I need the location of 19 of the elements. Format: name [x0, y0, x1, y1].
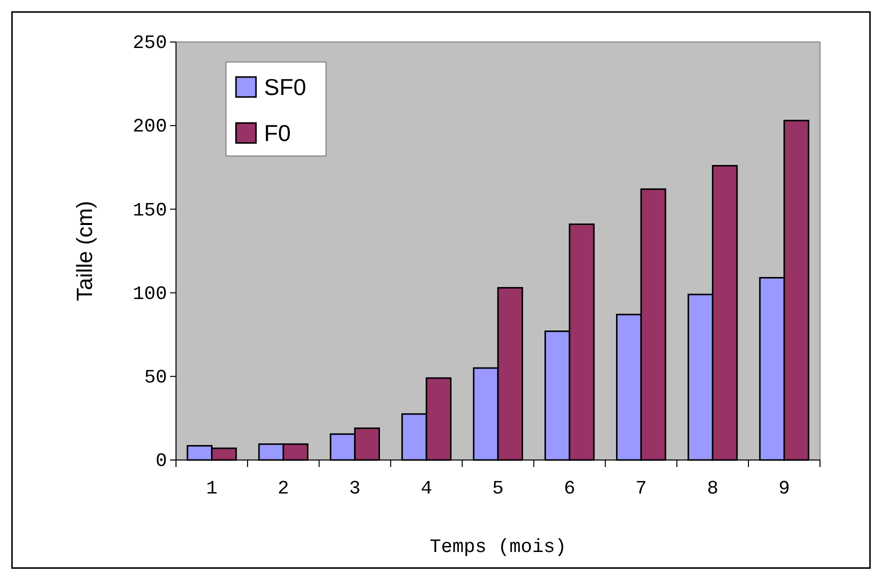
legend-label: F0: [264, 120, 291, 146]
y-tick-label: 150: [132, 199, 167, 222]
y-tick-label: 100: [132, 282, 167, 305]
x-tick-label: 8: [706, 477, 718, 500]
x-tick-label: 1: [206, 477, 218, 500]
x-tick-label: 5: [492, 477, 504, 500]
x-tick-label: 4: [420, 477, 432, 500]
x-axis-title: Temps (mois): [430, 536, 566, 558]
y-tick-label: 250: [132, 32, 167, 54]
x-tick-label: 3: [349, 477, 361, 500]
y-axis-title: Taille (cm): [72, 200, 97, 302]
y-tick-label: 200: [132, 116, 167, 138]
legend-label: SF0: [264, 74, 306, 100]
x-tick-label: 9: [778, 477, 790, 500]
x-tick-label: 7: [635, 477, 647, 500]
y-tick-label: 50: [144, 366, 167, 388]
x-tick-label: 6: [564, 477, 576, 500]
x-tick-label: 2: [278, 477, 290, 500]
y-tick-label: 0: [156, 450, 167, 472]
